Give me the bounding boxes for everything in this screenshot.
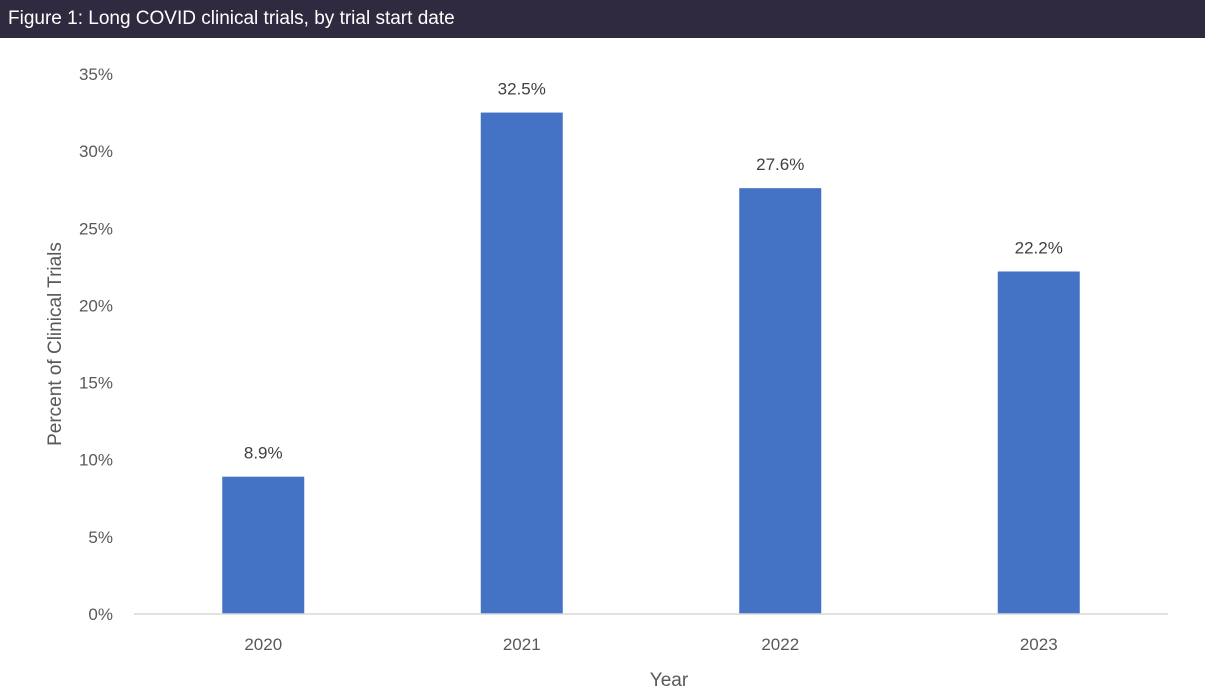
bars	[222, 112, 1080, 615]
y-axis-ticks: 0% 5% 10% 15% 20% 25% 30% 35%	[79, 65, 113, 624]
x-axis-ticks: 2020 2021 2022 2023	[244, 635, 1057, 654]
data-label-2022: 27.6%	[756, 155, 804, 174]
y-tick-label: 15%	[79, 374, 113, 393]
y-tick-label: 20%	[79, 296, 113, 315]
y-axis-title: Percent of Clinical Trials	[45, 242, 66, 446]
bar-2022	[739, 188, 822, 614]
bar-2023	[997, 271, 1080, 614]
y-tick-label: 5%	[88, 528, 113, 547]
bar-2021	[480, 112, 563, 615]
data-label-2020: 8.9%	[244, 444, 283, 463]
x-tick-label-2020: 2020	[244, 635, 282, 654]
y-tick-label: 0%	[88, 605, 113, 624]
data-labels: 8.9% 32.5% 27.6% 22.2%	[244, 80, 1063, 463]
data-label-2021: 32.5%	[498, 80, 546, 99]
chart-title: Figure 1: Long COVID clinical trials, by…	[0, 0, 1205, 38]
x-tick-label-2021: 2021	[503, 635, 541, 654]
data-label-2023: 22.2%	[1015, 238, 1063, 257]
x-tick-label-2022: 2022	[761, 635, 799, 654]
y-tick-label: 30%	[79, 142, 113, 161]
y-tick-label: 25%	[79, 219, 113, 238]
y-tick-label: 35%	[79, 65, 113, 84]
x-axis-title: Year	[650, 670, 689, 691]
y-tick-label: 10%	[79, 451, 113, 470]
bar-2020	[222, 476, 305, 614]
x-tick-label-2023: 2023	[1020, 635, 1058, 654]
